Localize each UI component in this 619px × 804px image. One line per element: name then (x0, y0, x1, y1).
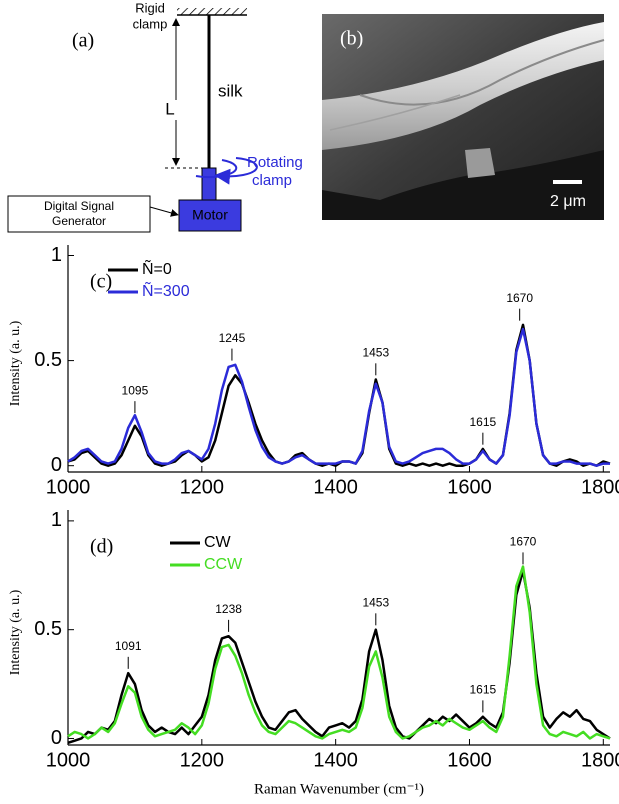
y-axis-label: Intensity (a. u.) (8, 589, 23, 675)
annotation: 1245 (219, 331, 246, 345)
y-tick-label: 1 (51, 244, 62, 266)
x-axis-label: Raman Wavenumber (cm⁻¹) (254, 781, 424, 797)
annotation: 1238 (215, 602, 242, 616)
panel-label: (d) (90, 536, 113, 558)
panel-label: (b) (340, 28, 363, 50)
motor-label: Motor (192, 207, 228, 223)
annotation: 1615 (470, 415, 497, 429)
x-tick-label: 1600 (447, 476, 492, 498)
annotation: 1091 (115, 639, 142, 653)
generator-label: Digital Signal (44, 199, 114, 213)
annotation: 1095 (122, 383, 149, 397)
x-tick-label: 1000 (46, 476, 91, 498)
annotation: 1453 (362, 345, 389, 359)
x-tick-label: 1000 (46, 749, 91, 771)
figure: (a) Rigid clamp L silk Rotating clamp Mo… (0, 0, 619, 804)
legend-label: Ñ=300 (142, 280, 190, 300)
x-tick-label: 1400 (313, 749, 358, 771)
annotation: 1453 (362, 595, 389, 609)
panel-label: (a) (72, 30, 94, 52)
diagram: (a) Rigid clamp L silk Rotating clamp Mo… (8, 0, 303, 232)
scale-bar-label: 2 μm (550, 193, 586, 210)
x-tick-label: 1800 (581, 476, 619, 498)
rigid-clamp-label: clamp (133, 16, 168, 31)
generator-label: Generator (52, 214, 106, 228)
spectrum-line (68, 567, 610, 739)
annotation: 1615 (470, 683, 497, 697)
legend-label: Ñ=0 (142, 258, 172, 278)
x-tick-label: 1400 (313, 476, 358, 498)
rigid-clamp-label: Rigid (135, 0, 165, 15)
silk-label: silk (218, 81, 243, 100)
length-label: L (165, 99, 174, 118)
legend-label: CW (204, 534, 232, 551)
rotating-clamp (202, 168, 216, 200)
legend-label: CCW (204, 556, 243, 573)
rotating-clamp-label: clamp (252, 172, 292, 189)
x-tick-label: 1600 (447, 749, 492, 771)
rotating-clamp-label: Rotating (247, 154, 303, 171)
x-tick-label: 1200 (180, 749, 225, 771)
x-tick-label: 1200 (180, 476, 225, 498)
y-tick-label: 0 (51, 454, 62, 476)
panel-label: (c) (90, 271, 112, 293)
fiber-detail (465, 148, 495, 178)
spectrum-line (68, 571, 610, 743)
sem-image: (b) 2 μm (322, 14, 604, 220)
annotation: 1670 (506, 291, 533, 305)
annotation: 1670 (510, 535, 537, 549)
signal-arrow (150, 207, 175, 214)
y-tick-label: 0 (51, 727, 62, 749)
x-tick-label: 1800 (581, 749, 619, 771)
y-axis-label: Intensity (a. u.) (8, 320, 23, 406)
y-tick-label: 1 (51, 509, 62, 531)
spectrum-line (68, 325, 610, 466)
rigid-clamp (177, 8, 247, 15)
y-tick-label: 0.5 (34, 349, 62, 371)
y-tick-label: 0.5 (34, 618, 62, 640)
